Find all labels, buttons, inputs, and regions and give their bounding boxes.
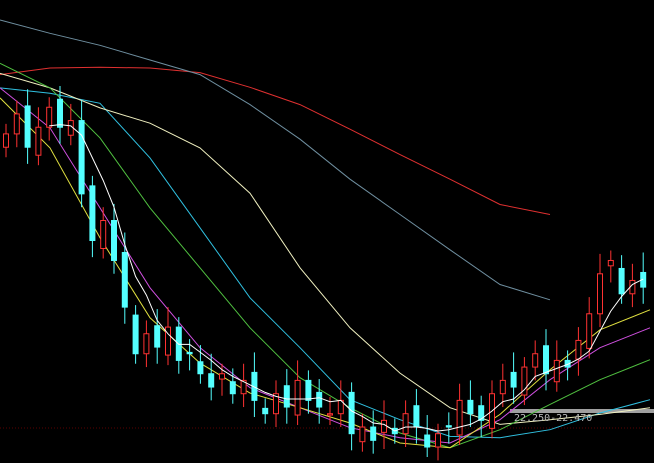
candle-body [359,426,366,443]
candle-body [467,399,474,415]
candle-body [294,379,301,416]
candle-body [327,413,333,416]
candle-body [370,426,377,441]
candle-body [586,313,593,349]
candle-body [100,220,107,249]
moving-average-line-3 [0,72,651,425]
candle-body [478,405,485,421]
candle-body [564,359,571,368]
moving-average-line-1 [0,19,551,301]
price-range-label: 22.250-22.470 [514,413,593,424]
candle-body [273,393,279,415]
candle-body [121,251,128,308]
candle-body [521,366,528,396]
candle-body [89,185,96,241]
candle-body [575,339,582,360]
candle-body [13,113,20,135]
candle-body [165,326,171,356]
candle-body [111,220,117,261]
candle-body [208,373,215,388]
candle-body [35,126,42,156]
candle-body [553,359,560,383]
candle-body [543,345,549,375]
moving-average-line-6 [0,97,651,449]
candle-body [154,325,161,348]
candle-body [597,273,603,315]
candle-body [618,267,625,295]
candle-body [240,379,247,395]
candle-body [3,133,9,148]
range-bar [510,409,654,413]
moving-average-line-4 [0,62,651,449]
candle-body [46,106,53,128]
candle-body [424,434,431,448]
candle-body [186,351,193,355]
candle-body [445,425,452,428]
candle-body [78,120,85,195]
moving-average-line-5 [0,87,651,444]
candle-body [456,399,463,436]
candle-body [57,98,63,128]
candle-body [381,419,387,433]
candle-body [532,353,539,368]
candle-body [316,391,323,408]
candle-body [607,259,614,267]
candle-body [402,413,409,435]
candle-body [305,379,312,401]
candle-body [24,105,31,148]
candle-body [348,391,355,435]
candle-body [499,379,506,395]
candle-body [510,371,517,388]
moving-average-line-2 [0,87,651,439]
candle-body [219,373,225,380]
candle-body [413,405,420,428]
moving-average-line-0 [0,66,551,215]
candle-body [262,407,269,415]
candle-body [197,361,204,375]
ma5-line [49,124,644,432]
candle-body [143,333,150,355]
candle-body [132,314,139,355]
candle-body [229,381,236,395]
candle-body [435,433,441,448]
candle-body [283,385,290,408]
